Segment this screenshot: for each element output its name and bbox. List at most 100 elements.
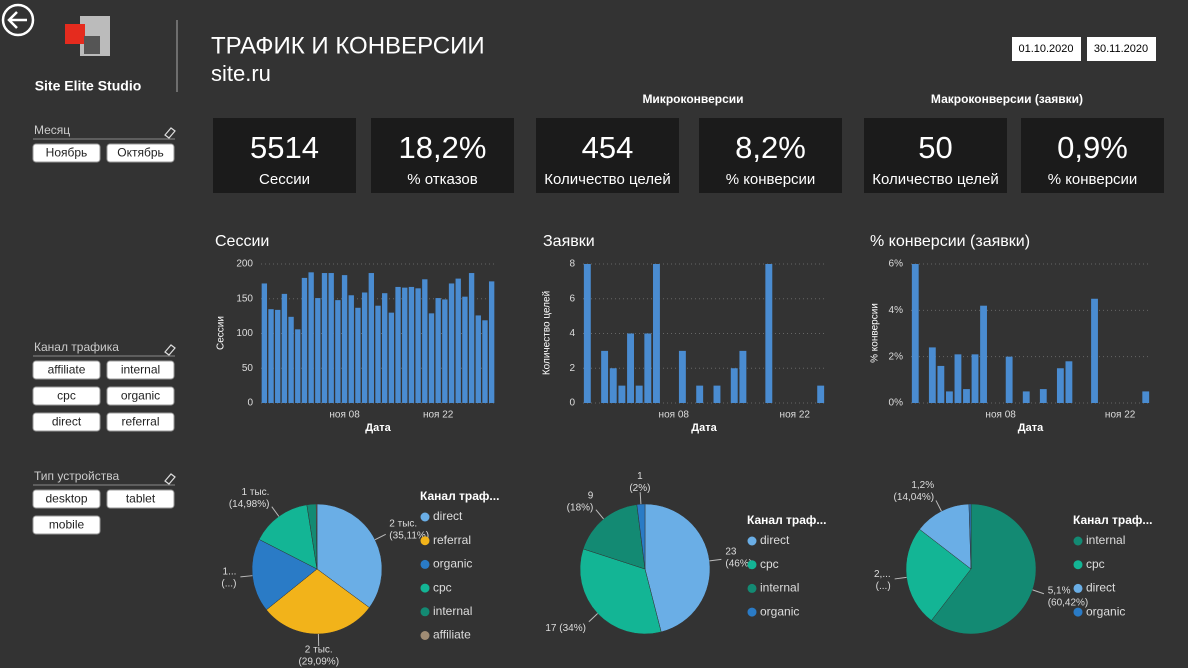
- filter-button[interactable]: [32, 515, 101, 535]
- bar: [428, 313, 435, 403]
- bar: [402, 287, 408, 403]
- legend-swatch: [420, 607, 430, 617]
- filter-button[interactable]: [32, 412, 101, 432]
- bar: [963, 389, 970, 403]
- pie-slice: [579, 548, 662, 635]
- leader-line: [709, 558, 722, 562]
- bar: [448, 283, 455, 403]
- x-tick-label: ноя 22: [423, 410, 454, 421]
- filter-option[interactable]: organic: [121, 389, 160, 403]
- filter-option[interactable]: affiliate: [48, 363, 86, 377]
- filter-button[interactable]: [106, 386, 175, 406]
- data-label: (46%): [725, 559, 752, 570]
- kpi-card: [699, 118, 842, 193]
- data-label: 1,2%: [911, 480, 934, 491]
- data-label: 9: [588, 491, 594, 502]
- bar: [696, 385, 704, 403]
- leader-line: [595, 509, 604, 520]
- legend-swatch: [1073, 583, 1083, 593]
- legend-label: internal: [433, 604, 472, 618]
- filter-option[interactable]: direct: [52, 415, 82, 429]
- legend-label: cpc: [433, 580, 452, 594]
- legend-swatch: [747, 607, 757, 617]
- back-button[interactable]: [1, 3, 35, 37]
- pie-slice: [636, 503, 646, 570]
- bar: [1142, 391, 1150, 403]
- legend-label: internal: [1086, 533, 1125, 547]
- filter-button[interactable]: [106, 412, 175, 432]
- data-label: (14,98%): [229, 499, 270, 510]
- filter-option[interactable]: cpc: [57, 389, 76, 403]
- filter-option[interactable]: mobile: [49, 518, 85, 532]
- filter-button[interactable]: [32, 489, 101, 509]
- pie-slice: [919, 503, 972, 570]
- bar: [653, 264, 660, 403]
- filter-button[interactable]: [32, 360, 101, 380]
- x-tick-label: ноя 22: [1105, 410, 1136, 421]
- filter-label: Тип устройства: [34, 469, 119, 483]
- back-circle[interactable]: [1, 3, 35, 37]
- kpi-value: 5514: [250, 130, 319, 165]
- bar: [980, 305, 987, 403]
- filter-option[interactable]: referral: [121, 415, 159, 429]
- section-label: Микроконверсии: [642, 92, 743, 106]
- filter-option[interactable]: Ноябрь: [46, 146, 88, 160]
- leader-line: [374, 533, 386, 541]
- date-box[interactable]: [1012, 37, 1081, 61]
- legend-swatch: [747, 560, 757, 570]
- x-axis-label: Дата: [365, 422, 391, 434]
- legend-title: Канал траф...: [1073, 513, 1152, 527]
- filter-button[interactable]: [106, 143, 175, 163]
- bar: [308, 272, 314, 403]
- bar: [382, 293, 388, 403]
- bar: [375, 305, 381, 403]
- date-from[interactable]: 01.10.2020: [1018, 43, 1073, 55]
- bar: [765, 264, 773, 403]
- logo-dark: [84, 36, 100, 54]
- data-label: 17 (34%): [545, 623, 586, 634]
- data-label: (18%): [567, 503, 594, 514]
- back-arrow[interactable]: [7, 11, 27, 29]
- filter-option[interactable]: internal: [121, 363, 160, 377]
- filter-option[interactable]: tablet: [126, 492, 156, 506]
- legend-title: Канал траф...: [747, 513, 826, 527]
- filter-option[interactable]: desktop: [45, 492, 87, 506]
- y-tick-label: 150: [236, 293, 253, 304]
- legend-label: cpc: [760, 557, 779, 571]
- bar: [281, 293, 288, 403]
- bar: [635, 385, 643, 403]
- bar: [301, 277, 308, 403]
- bar: [455, 278, 461, 403]
- x-axis-label: Дата: [691, 422, 717, 434]
- leader-line: [271, 506, 280, 517]
- bar: [288, 316, 294, 403]
- date-box[interactable]: [1087, 37, 1156, 61]
- bar: [954, 354, 962, 403]
- bar: [1005, 356, 1013, 403]
- kpi-value: 0,9%: [1057, 130, 1128, 165]
- filter-option[interactable]: Октябрь: [117, 146, 164, 160]
- kpi-card: [1021, 118, 1164, 193]
- bar: [261, 283, 268, 403]
- leader-line: [1032, 589, 1045, 595]
- y-tick-label: 2: [569, 363, 575, 374]
- bar: [348, 295, 354, 403]
- page-subtitle: site.ru: [211, 61, 271, 86]
- bar: [739, 350, 747, 403]
- leader-line: [588, 613, 598, 623]
- filter-button[interactable]: [106, 489, 175, 509]
- filter-button[interactable]: [32, 143, 101, 163]
- date-to[interactable]: 30.11.2020: [1094, 43, 1148, 55]
- legend-label: direct: [1086, 581, 1116, 595]
- bar: [415, 288, 421, 403]
- filter-button[interactable]: [106, 360, 175, 380]
- pie-slice: [968, 503, 972, 570]
- bar: [1022, 391, 1030, 403]
- kpi-value: 50: [918, 130, 952, 165]
- data-label: (14,04%): [894, 492, 935, 503]
- bar: [730, 368, 738, 403]
- data-label: 2 тыс.: [305, 645, 333, 656]
- filter-button[interactable]: [32, 386, 101, 406]
- legend-swatch: [747, 583, 757, 593]
- legend-swatch: [420, 536, 430, 546]
